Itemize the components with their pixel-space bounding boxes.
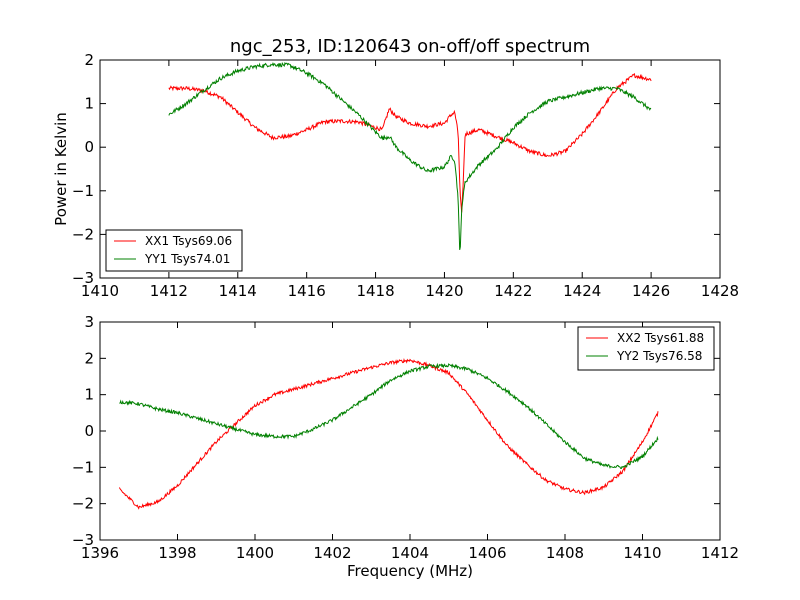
- legend-entry: YY2 Tsys76.58: [616, 349, 702, 363]
- y-tick-label: −1: [72, 458, 94, 476]
- x-tick-label: 1410: [623, 544, 661, 562]
- y-tick-label: 1: [84, 386, 94, 404]
- bottom-panel: Frequency (MHz) 1396 1398 1400 1402 1404 1406…: [72, 313, 739, 580]
- y-tick-label: 2: [84, 349, 94, 367]
- legend-entry: XX1 Tsys69.06: [145, 234, 232, 248]
- x-tick-label: 1422: [494, 282, 532, 300]
- x-tick-label: 1426: [632, 282, 670, 300]
- y-tick-label: −1: [72, 182, 94, 200]
- x-tick-label: 1398: [158, 544, 196, 562]
- y-tick-label: −3: [72, 269, 94, 287]
- legend-entry: XX2 Tsys61.88: [617, 331, 704, 345]
- top-legend: XX1 Tsys69.06 YY1 Tsys74.01: [105, 229, 243, 272]
- x-tick-label: 1400: [236, 544, 274, 562]
- legend-box: [577, 326, 715, 371]
- x-tick-label: 1424: [563, 282, 601, 300]
- x-tick-label: 1410: [81, 282, 119, 300]
- y-tick-label: 3: [84, 313, 94, 331]
- x-tick-label: 1428: [701, 282, 739, 300]
- y-tick-label: 2: [84, 51, 94, 69]
- series-line-2: [119, 362, 659, 469]
- y-tick-label: 0: [84, 138, 94, 156]
- y-tick-label: −2: [72, 225, 94, 243]
- top-panel: ngc_253, ID:120643 on-off/off spectrum P…: [52, 36, 739, 300]
- x-axis-label: Frequency (MHz): [347, 562, 473, 580]
- x-tick-label: 1412: [150, 282, 188, 300]
- x-tick-label: 1408: [546, 544, 584, 562]
- x-tick-label: 1416: [288, 282, 326, 300]
- legend-entry: YY1 Tsys74.01: [144, 252, 230, 266]
- x-tick-label: 1396: [81, 544, 119, 562]
- x-tick-label: 1418: [356, 282, 394, 300]
- plot-frame: [99, 59, 721, 279]
- bottom-plot-area: 1396 1398 1400 1402 1404 1406 1408 1410 1412 −3 −2…: [72, 313, 739, 562]
- series-line-1: [168, 73, 652, 213]
- x-tick-label: 1402: [313, 544, 351, 562]
- legend-box: [105, 229, 243, 272]
- top-plot-area: 1410 1412 1414 1416 1418 1420 1422 1424 1426 1428…: [72, 51, 739, 300]
- x-tick-label: 1412: [701, 544, 739, 562]
- x-tick-label: 1414: [219, 282, 257, 300]
- series-line-1: [118, 358, 659, 510]
- y-tick-label: −2: [72, 495, 94, 513]
- x-tick-label: 1406: [468, 544, 506, 562]
- y-tick-label: −3: [72, 531, 94, 549]
- y-tick-label: 0: [84, 422, 94, 440]
- series-line-2: [168, 61, 652, 250]
- bottom-legend: XX2 Tsys61.88 YY2 Tsys76.58: [577, 326, 715, 371]
- y-axis-label: Power in Kelvin: [52, 112, 70, 226]
- y-tick-label: 1: [84, 95, 94, 113]
- chart-title: ngc_253, ID:120643 on-off/off spectrum: [230, 36, 590, 57]
- x-tick-label: 1420: [425, 282, 463, 300]
- x-tick-label: 1404: [391, 544, 429, 562]
